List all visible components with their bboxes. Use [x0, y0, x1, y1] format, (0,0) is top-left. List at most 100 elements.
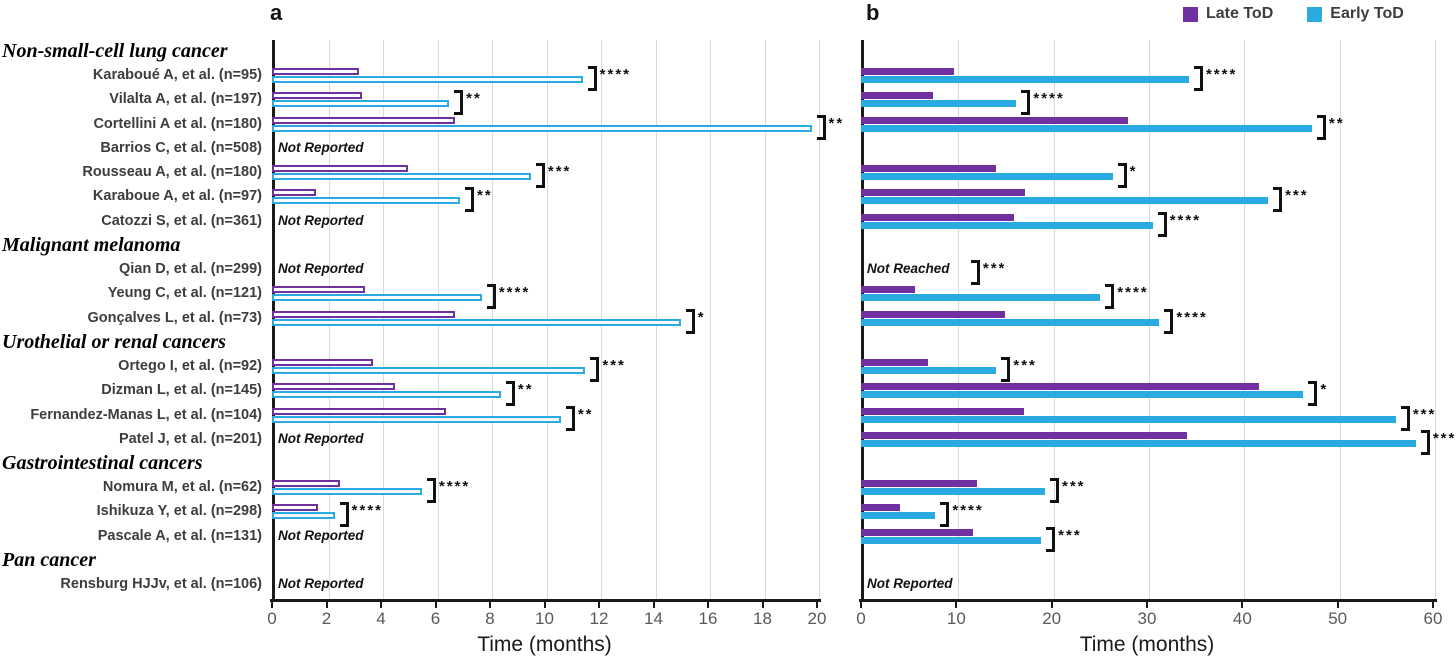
early-tod-bar	[272, 173, 531, 181]
significance-bracket	[1273, 187, 1283, 213]
study-row: Patel J, et al. (n=201) Not Reported ***	[0, 428, 1456, 455]
late-tod-legend-label: Late ToD	[1206, 5, 1274, 22]
early-tod-bar	[272, 318, 681, 326]
axis-tick-label: 60	[1423, 609, 1443, 628]
panel-a-cell: **	[272, 88, 817, 116]
significance-stars: ***	[1285, 187, 1309, 205]
significance-bracket	[1164, 308, 1174, 334]
axis-tick-label: 8	[485, 609, 495, 628]
late-tod-bar	[861, 431, 1188, 439]
late-tod-bar	[272, 286, 365, 294]
significance-stars: ***	[602, 356, 626, 374]
significance-bracket	[1420, 429, 1430, 455]
panel-b-x-axis-title: Time (months)	[1079, 633, 1215, 656]
panel-b-cell: ***	[861, 428, 1454, 455]
panel-a-cell: *	[272, 307, 817, 334]
study-label: Barrios C, et al. (n=508)	[100, 139, 262, 156]
study-label: Karaboué A, et al. (n=95)	[92, 67, 262, 83]
significance-bracket	[1308, 381, 1318, 407]
axis-tick	[652, 602, 655, 608]
study-label: Catozzi S, et al. (n=361)	[101, 212, 262, 229]
study-label: Yeung C, et al. (n=121)	[107, 285, 262, 302]
study-row: Pascale A, et al. (n=131) Not Reported ***	[0, 525, 1456, 552]
panel-b-axis-line	[859, 599, 1437, 602]
late-tod-bar	[272, 68, 360, 75]
study-row: Dizman L, et al. (n=145) ** *	[0, 379, 1456, 407]
panel-b-cell: Not Reported	[861, 573, 1433, 597]
study-label: Rensburg HJJv, et al. (n=106)	[60, 576, 262, 593]
group-header-row: Pan cancer	[0, 549, 1456, 573]
late-tod-bar	[861, 310, 1005, 318]
axis-tick	[1146, 602, 1148, 608]
panel-a-letter: a	[270, 0, 283, 25]
late-tod-bar	[861, 358, 928, 366]
panel-b-cell	[861, 137, 1433, 161]
study-row: Ortego I, et al. (n=92) *** ***	[0, 355, 1456, 382]
group-header-row: Urothelial or renal cancers	[0, 331, 1456, 355]
late-tod-bar	[861, 92, 934, 100]
early-tod-bar	[861, 100, 1017, 108]
study-row: Ishikuza Y, et al. (n=298) **** ****	[0, 500, 1456, 528]
study-label: Ishikuza Y, et al. (n=298)	[96, 503, 262, 520]
panel-b-cell: *	[861, 379, 1433, 407]
late-tod-bar	[272, 310, 455, 318]
late-tod-bar	[272, 358, 373, 366]
early-tod-bar	[272, 512, 335, 520]
significance-stars: **	[477, 187, 493, 205]
chart-rows: Non-small-cell lung cancer Karaboué A, et…	[0, 40, 1456, 600]
study-row: Rensburg HJJv, et al. (n=106) Not Reporte…	[0, 573, 1456, 597]
legend: Late ToD Early ToD	[1183, 5, 1404, 23]
panel-a-cell: Not Reported	[272, 258, 817, 282]
panel-b-cell: Not Reached ***	[861, 258, 1433, 286]
not-reported-note: Not Reported	[278, 139, 364, 155]
late-tod-bar	[272, 383, 395, 391]
study-row: Qian D, et al. (n=299) Not Reported Not Re…	[0, 258, 1456, 286]
late-tod-bar	[272, 407, 447, 415]
study-row: Gonçalves L, et al. (n=73) * ****	[0, 307, 1456, 334]
axis-tick	[1050, 602, 1053, 608]
significance-bracket	[1400, 405, 1410, 431]
significance-bracket	[816, 114, 826, 140]
panel-b-cell: ****	[861, 64, 1433, 91]
study-row: Catozzi S, et al. (n=361) Not Reported ***…	[0, 210, 1456, 237]
panel-b-cell: ****	[861, 88, 1433, 116]
early-tod-bar	[861, 512, 936, 520]
study-label: Pascale A, et al. (n=131)	[97, 527, 262, 544]
significance-bracket	[535, 163, 545, 189]
panel-a-axis-line	[270, 599, 821, 602]
early-tod-bar	[272, 100, 450, 108]
early-tod-bar	[861, 439, 1416, 447]
late-tod-bar	[861, 286, 916, 294]
axis-tick-label: 16	[698, 609, 718, 628]
early-tod-bar	[272, 488, 422, 496]
panel-b-cell: ***	[861, 525, 1433, 552]
study-row: Karaboué A, et al. (n=95) **** ****	[0, 64, 1456, 91]
early-tod-bar	[861, 415, 1396, 423]
axis-tick-label: 30	[1137, 609, 1157, 628]
group-header-row: Non-small-cell lung cancer	[0, 40, 1456, 64]
significance-bracket	[587, 66, 597, 91]
significance-bracket	[1316, 114, 1326, 140]
late-tod-bar	[861, 189, 1025, 197]
early-tod-bar	[272, 294, 482, 302]
axis-tick-label: 4	[376, 609, 386, 628]
late-tod-bar	[272, 165, 409, 173]
late-tod-bar	[861, 165, 997, 173]
significance-stars: ***	[1412, 405, 1437, 423]
early-tod-bar	[861, 318, 1160, 326]
late-tod-bar	[272, 116, 455, 124]
significance-stars: *	[697, 308, 706, 326]
significance-bracket	[565, 405, 575, 431]
axis-tick	[1241, 602, 1244, 608]
not-reported-note: Not Reported	[278, 576, 364, 592]
axis-tick	[1432, 602, 1434, 608]
panel-a-cell: Not Reported	[272, 428, 817, 452]
significance-stars: *	[1129, 163, 1138, 181]
group-label: Urothelial or renal cancers	[2, 330, 226, 353]
not-reported-note: Not Reached	[867, 261, 950, 277]
axis-tick	[1336, 602, 1339, 608]
significance-stars: **	[828, 114, 845, 132]
significance-bracket	[486, 284, 496, 310]
late-tod-bar	[861, 504, 901, 512]
not-reported-note: Not Reported	[278, 212, 364, 228]
